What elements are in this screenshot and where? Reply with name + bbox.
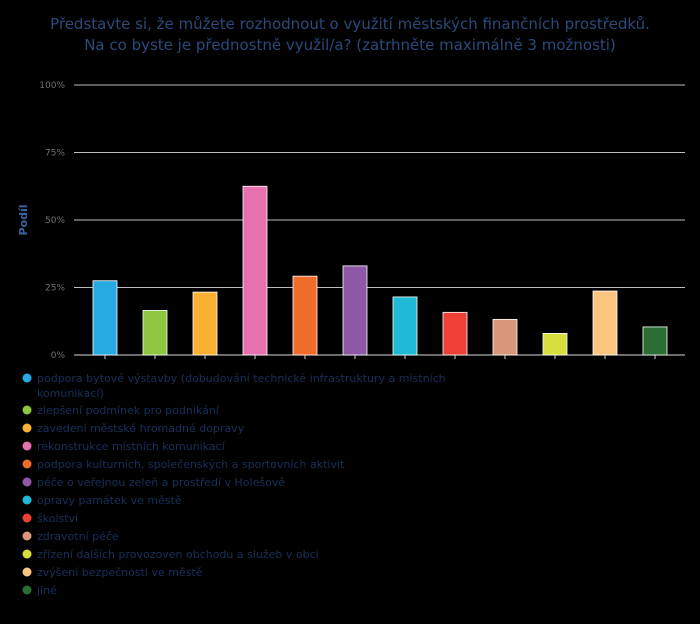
legend-label: jiné xyxy=(36,584,57,597)
legend-item: podpora bytové výstavby (dobudování tech… xyxy=(22,372,446,400)
legend-label: komunikací) xyxy=(37,387,104,400)
y-axis-label: Podíl xyxy=(17,204,30,235)
legend-item: zdravotní péče xyxy=(22,530,119,543)
legend-item: opravy památek ve městě xyxy=(22,494,182,507)
legend-item: zvýšení bezpečnosti ve městě xyxy=(22,566,203,579)
y-tick-labels: 0% 25% 50% 75% 100% xyxy=(39,81,65,361)
bar xyxy=(192,291,218,356)
legend-marker xyxy=(22,567,32,577)
y-gridlines xyxy=(74,84,685,356)
legend-marker xyxy=(22,477,32,487)
legend-marker xyxy=(22,423,32,433)
legend-label: zavedení městské hromadné dopravy xyxy=(37,422,245,435)
y-tick-label: 75% xyxy=(45,149,65,159)
legend: podpora bytové výstavby (dobudování tech… xyxy=(22,372,446,597)
legend-label: zlepšení podmínek pro podnikání xyxy=(37,404,220,417)
bar xyxy=(642,326,668,356)
bar xyxy=(442,311,468,356)
legend-marker xyxy=(22,585,32,595)
y-tick-label: 50% xyxy=(45,216,65,226)
bar xyxy=(92,280,118,356)
legend-label: podpora kulturních, společenských a spor… xyxy=(37,458,345,471)
y-tick-label: 0% xyxy=(51,351,66,361)
bar xyxy=(542,332,568,356)
bar xyxy=(592,290,618,356)
chart-title-line-1: Představte si, že můžete rozhodnout o vy… xyxy=(50,15,650,33)
bar xyxy=(142,310,168,356)
legend-marker xyxy=(22,441,32,451)
legend-label: zdravotní péče xyxy=(37,530,119,543)
legend-label: školství xyxy=(37,512,79,525)
x-ticks xyxy=(104,355,656,359)
legend-item: školství xyxy=(22,512,79,525)
bar xyxy=(392,296,418,356)
bar xyxy=(242,185,268,356)
legend-item: jiné xyxy=(22,584,57,597)
bars xyxy=(92,185,668,356)
y-tick-label: 25% xyxy=(45,284,65,294)
y-tick-label: 100% xyxy=(39,81,65,91)
legend-marker xyxy=(22,459,32,469)
legend-item: péče o veřejnou zeleň a prostředí v Hole… xyxy=(22,476,285,489)
legend-marker xyxy=(22,531,32,541)
legend-marker xyxy=(22,495,32,505)
legend-marker xyxy=(22,373,32,383)
legend-item: zřízení dalších provozoven obchodu a slu… xyxy=(22,548,319,561)
legend-label: zřízení dalších provozoven obchodu a slu… xyxy=(37,548,319,561)
chart-title-line-2: Na co byste je přednostně využil/a? (zat… xyxy=(84,36,616,54)
legend-label: rekonstrukce místních komunikací xyxy=(37,440,226,453)
legend-label: zvýšení bezpečnosti ve městě xyxy=(37,566,203,579)
bar xyxy=(292,275,318,356)
legend-item: podpora kulturních, společenských a spor… xyxy=(22,458,345,471)
bar xyxy=(342,265,368,356)
legend-label: péče o veřejnou zeleň a prostředí v Hole… xyxy=(37,476,285,489)
legend-marker xyxy=(22,513,32,523)
legend-label: opravy památek ve městě xyxy=(37,494,182,507)
legend-marker xyxy=(22,405,32,415)
legend-label: podpora bytové výstavby (dobudování tech… xyxy=(37,372,446,385)
legend-item: rekonstrukce místních komunikací xyxy=(22,440,226,453)
legend-marker xyxy=(22,549,32,559)
legend-item: zavedení městské hromadné dopravy xyxy=(22,422,245,435)
bar xyxy=(492,318,518,356)
legend-item: zlepšení podmínek pro podnikání xyxy=(22,404,220,417)
